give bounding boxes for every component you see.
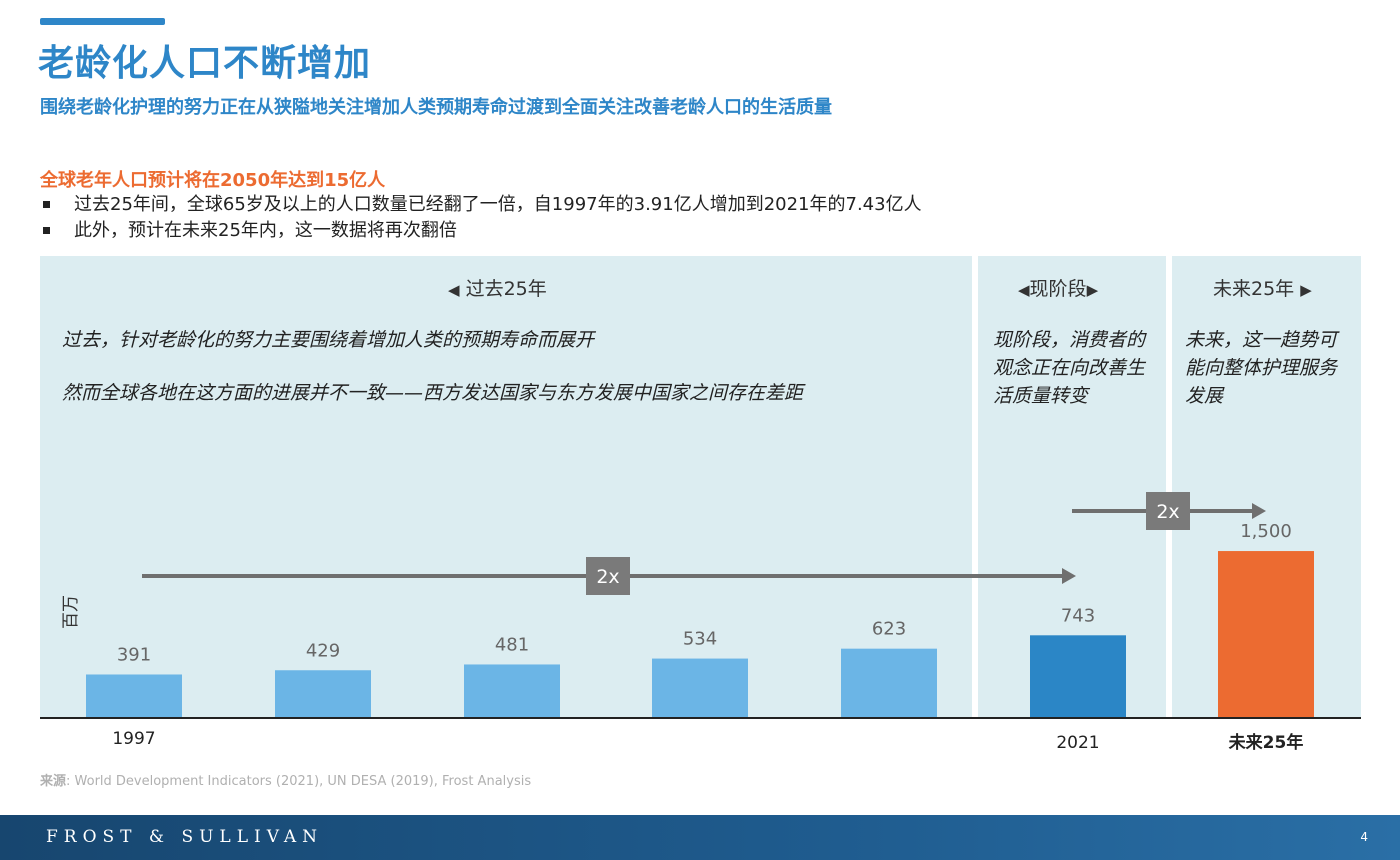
- panel-now-heading: ◀现阶段▶: [1018, 274, 1098, 301]
- page-title: 老龄化人口不断增加: [38, 43, 372, 84]
- bars-layer: [86, 551, 1314, 718]
- bar-value-label: 1,500: [1240, 521, 1292, 542]
- panel-future-heading-label: 未来25年: [1213, 278, 1295, 300]
- category-label: 2021: [1056, 733, 1099, 753]
- arrow-head-icon: [1252, 503, 1266, 519]
- highlight-statement: 全球老年人口预计将在2050年达到15亿人: [40, 170, 386, 191]
- source-text: : World Development Indicators (2021), U…: [66, 774, 532, 789]
- bar-value-label: 743: [1061, 605, 1095, 626]
- brand-logo: FROST & SULLIVAN: [46, 827, 323, 847]
- triangle-left-icon: ◀: [1018, 281, 1030, 299]
- bar-6: [1218, 551, 1314, 718]
- y-axis-label: 百万: [61, 595, 81, 629]
- triangle-left-icon: ◀: [448, 281, 460, 299]
- triangle-right-icon: ▶: [1300, 281, 1312, 299]
- source-note: 来源: World Development Indicators (2021),…: [40, 770, 531, 789]
- category-labels-layer: 1997 2021 未来25年: [112, 729, 1303, 753]
- bar-value-label: 481: [495, 634, 529, 655]
- growth-badge: [586, 557, 630, 595]
- arrow-head-icon: [1062, 568, 1076, 584]
- panel-now-text: 现阶段，消费者的观念正在向改善生活质量转变: [993, 329, 1146, 407]
- bullet-item: 过去25年间，全球65岁及以上的人口数量已经翻了一倍，自1997年的3.91亿人…: [40, 192, 922, 218]
- panel-now-heading-label: 现阶段: [1029, 278, 1087, 300]
- footer-bar: [0, 815, 1400, 860]
- page-subtitle: 围绕老龄化护理的努力正在从狭隘地关注增加人类预期寿命过渡到全面关注改善老龄人口的…: [40, 97, 832, 118]
- value-labels-layer: 391 429 481 534 623 743 1,500: [117, 521, 1292, 665]
- panel-future-text: 未来，这一趋势可能向整体护理服务发展: [1185, 329, 1338, 407]
- category-label: 未来25年: [1228, 732, 1304, 753]
- growth-badge-label: 2x: [596, 566, 619, 588]
- bar-3: [652, 658, 748, 718]
- bar-4: [841, 648, 937, 718]
- panel-past-text-1: 过去，针对老龄化的努力主要围绕着增加人类的预期寿命而展开: [62, 329, 595, 351]
- panel-past-heading: ◀ 过去25年: [448, 274, 547, 301]
- bullet-item: 此外，预计在未来25年内，这一数据将再次翻倍: [40, 218, 922, 244]
- bar-5: [1030, 635, 1126, 718]
- growth-badge: [1146, 492, 1190, 530]
- population-bar-chart: 391 429 481 534 623 743 1,500 2x 2x 1997 2021 未来2…: [40, 492, 1361, 753]
- title-accent-bar: [40, 18, 165, 25]
- bar-1: [275, 670, 371, 718]
- growth-arrow-0: 2x: [142, 557, 1076, 595]
- bullet-square-icon: [43, 227, 50, 234]
- bar-value-label: 391: [117, 644, 151, 665]
- panel-future-heading: 未来25年 ▶: [1213, 274, 1312, 301]
- bar-value-label: 429: [306, 640, 340, 661]
- panel-past: [40, 256, 972, 718]
- category-label: 1997: [112, 729, 155, 749]
- bullet-text: 此外，预计在未来25年内，这一数据将再次翻倍: [74, 220, 457, 241]
- bar-2: [464, 664, 560, 718]
- page-number: 4: [1360, 830, 1368, 844]
- source-label: 来源: [40, 774, 67, 789]
- panel-past-heading-label: 过去25年: [465, 278, 547, 300]
- bullet-text: 过去25年间，全球65岁及以上的人口数量已经翻了一倍，自1997年的3.91亿人…: [74, 194, 922, 215]
- bullet-square-icon: [43, 201, 50, 208]
- bar-value-label: 534: [683, 629, 717, 650]
- bar-value-label: 623: [872, 619, 906, 640]
- summary-bullets: 过去25年间，全球65岁及以上的人口数量已经翻了一倍，自1997年的3.91亿人…: [40, 192, 922, 244]
- growth-badge-label: 2x: [1156, 501, 1179, 523]
- triangle-right-icon: ▶: [1086, 281, 1099, 299]
- panel-past-text-2: 然而全球各地在这方面的进展并不一致——西方发达国家与东方发展中国家之间存在差距: [62, 382, 804, 404]
- growth-arrow-1: 2x: [1072, 492, 1266, 530]
- annotation-arrows-layer: 2x 2x: [142, 492, 1266, 595]
- bar-0: [86, 674, 182, 718]
